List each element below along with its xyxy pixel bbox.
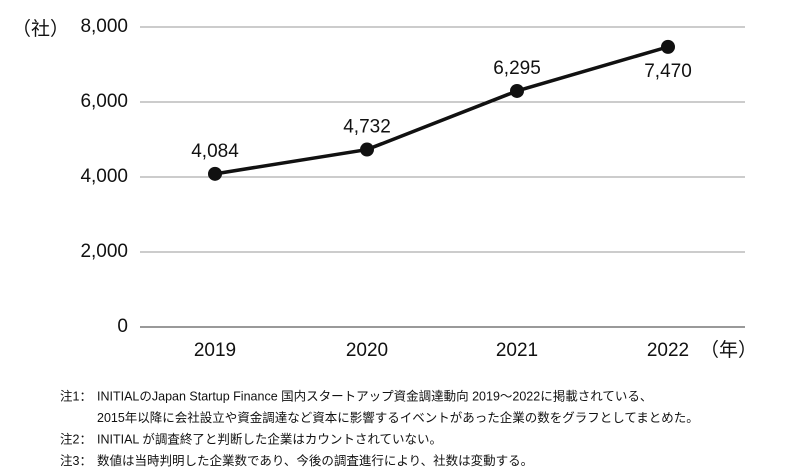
line [214, 45, 669, 176]
point [661, 39, 675, 54]
note-label: 注3： [60, 453, 92, 468]
note-text: INITIALのJapan Startup Finance 国内スタートアップ資… [97, 388, 652, 403]
y-tick-label: 6,000 [80, 91, 128, 112]
y-tick-label: 2,000 [80, 241, 128, 262]
x-tick-label: 2022 [647, 340, 689, 361]
y-tick-label: 0 [117, 316, 128, 337]
x-tick-label: 2020 [346, 340, 388, 361]
y-tick-label: 4,000 [80, 166, 128, 187]
note-text: 数値は当時判明した企業数であり、今後の調査進行により、社数は変動する。 [97, 453, 533, 468]
point [510, 83, 524, 98]
data-label: 4,732 [343, 117, 391, 138]
note-text: 2015年以降に会社設立や資金調達など資本に影響するイベントがあった企業の数をグ… [97, 410, 699, 425]
note-label: 注1： [60, 388, 92, 403]
note-text: INITIAL が調査終了と判断した企業はカウントされていない。 [97, 431, 442, 446]
x-tick-label: 2019 [194, 340, 236, 361]
y-tick-label: 8,000 [80, 16, 128, 37]
x-unit: （年） [700, 339, 757, 361]
y-unit: （社） [12, 18, 69, 40]
point [208, 166, 222, 181]
data-label: 6,295 [493, 58, 541, 79]
data-label: 4,084 [191, 141, 239, 162]
data-label: 7,470 [644, 61, 692, 82]
note-label: 注2： [60, 431, 92, 446]
point [360, 142, 374, 157]
x-tick-label: 2021 [496, 340, 538, 361]
